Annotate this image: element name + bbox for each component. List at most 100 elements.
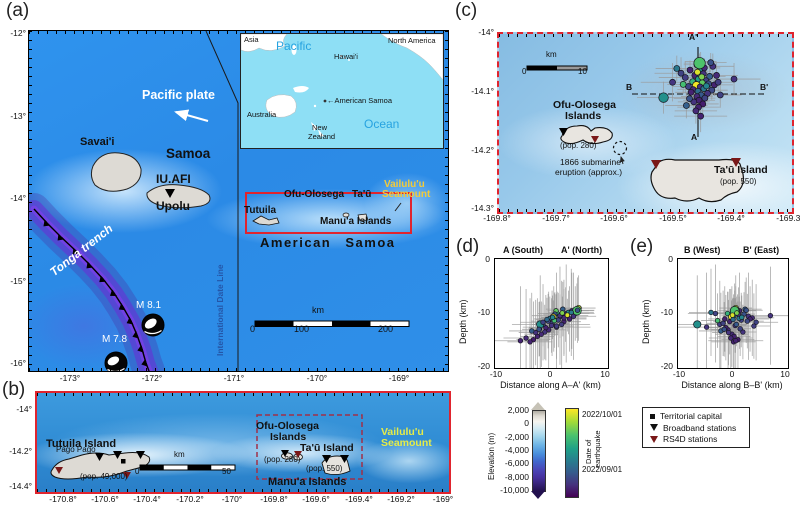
american-samoa-label: American Samoa bbox=[260, 235, 396, 250]
tick-label: -169.6° bbox=[302, 494, 330, 504]
panel-b-y-axis: -14° -14.2° -14.4° bbox=[0, 391, 32, 491]
american-samoa-dot bbox=[323, 99, 327, 103]
inset-new-zealand-label-line2: Zealand bbox=[308, 132, 336, 141]
panel-c-extent-box bbox=[256, 414, 363, 480]
scalebar-b-unit: km bbox=[174, 450, 185, 459]
inset-north-america-label: North America bbox=[388, 36, 436, 45]
panel-c-y-axis: -14° -14.1° -14.2° -14.3° bbox=[458, 27, 494, 213]
fiji-dot bbox=[313, 104, 317, 108]
scalebar-a-seg2 bbox=[332, 321, 371, 327]
panel-e-title-right: B' (East) bbox=[743, 245, 780, 255]
scalebar-a-100: 100 bbox=[294, 324, 310, 334]
eruption-label-line2: eruption (approx.) bbox=[555, 167, 623, 177]
ofu-population-label-b: (pop. 280) bbox=[264, 455, 301, 464]
tick-label: -173° bbox=[59, 373, 81, 383]
earthquake-epicenters bbox=[637, 51, 761, 133]
tau-shape-small bbox=[357, 213, 369, 222]
elevation-colorbar-top-cap bbox=[531, 402, 545, 410]
tick-label: -16° bbox=[10, 358, 26, 368]
tick-label: -10 bbox=[489, 369, 503, 379]
broadband-station-icon bbox=[559, 128, 568, 136]
manua-islands-label-a: Manu'a Islands bbox=[320, 216, 392, 227]
rs4d-station-icon bbox=[651, 160, 661, 169]
tick-label: -172° bbox=[141, 373, 163, 383]
scalebar-c-0: 0 bbox=[522, 67, 527, 76]
panel-d-title-right: A' (North) bbox=[561, 245, 603, 255]
hawaii-dot bbox=[348, 59, 350, 61]
cross-section-aa-scatter bbox=[495, 264, 597, 368]
broadband-station-icon bbox=[650, 424, 658, 431]
panel-c-label: (c) bbox=[455, 0, 478, 21]
broadband-station-icon bbox=[322, 455, 331, 463]
tick-label: 0 bbox=[668, 254, 673, 264]
hawaii-dot bbox=[344, 57, 346, 59]
rs4d-station-icon bbox=[650, 435, 658, 443]
elevation-colorbar bbox=[532, 410, 546, 492]
tick-label: -169.4° bbox=[345, 494, 373, 504]
panel-a-drawing bbox=[29, 31, 412, 371]
hypocenter-dots bbox=[517, 304, 582, 345]
tick-label: 0 bbox=[524, 418, 529, 428]
australia-landmass bbox=[265, 94, 297, 118]
tick-label: -170° bbox=[221, 494, 243, 504]
tick-label: -170° bbox=[306, 373, 328, 383]
ofu-olosega-label-a: Ofu-Olosega bbox=[284, 189, 345, 200]
scalebar-a-200: 200 bbox=[378, 324, 394, 334]
panel-a-y-axis: -12° -13° -14° -15° -16° bbox=[0, 28, 26, 370]
rs4d-station-icon bbox=[123, 472, 131, 479]
panel-e-y-axis: 0 -10 -20 bbox=[653, 254, 673, 371]
tick-label: 0 bbox=[485, 254, 490, 264]
tutuila-label-a: Tutuila bbox=[244, 205, 277, 216]
ofu-olosega-label-b-line2: Islands bbox=[270, 431, 307, 443]
seamount-pointer bbox=[394, 202, 402, 212]
section-b-prime-label: B' bbox=[760, 82, 769, 92]
ofu-olosega-label-c-line2: Islands bbox=[565, 110, 602, 122]
panel-a-x-axis: -173° -172° -171° -170° -169° bbox=[28, 373, 447, 383]
broadband-station-icon bbox=[165, 189, 175, 198]
ofu-olosega-label-b-line1: Ofu-Olosega bbox=[256, 420, 320, 432]
japan-landmass bbox=[291, 45, 297, 55]
tick-label: -14.2° bbox=[9, 446, 32, 456]
panel-a-label: (a) bbox=[6, 0, 30, 21]
international-date-line-label: International Date Line bbox=[215, 264, 225, 356]
broadband-station-icon bbox=[340, 455, 349, 463]
section-a-prime-label: A' bbox=[689, 32, 698, 42]
panel-a-ticks-bottom bbox=[29, 368, 448, 371]
scalebar-c-unit: km bbox=[546, 50, 557, 59]
panel-c-ticks-bottom bbox=[499, 209, 792, 212]
tick-label: 0 bbox=[729, 369, 735, 379]
section-a-label: A bbox=[691, 132, 698, 142]
territorial-capital-icon bbox=[121, 459, 126, 464]
scalebar-c-10: 10 bbox=[578, 67, 587, 76]
new-guinea-landmass bbox=[293, 86, 309, 93]
hypocenter-dots bbox=[658, 57, 738, 120]
panel-a-ticks-top bbox=[29, 31, 448, 34]
panel-a-ticks-left bbox=[29, 31, 32, 371]
panel-d-label: (d) bbox=[456, 236, 480, 257]
tau-island-label-b: Ta'ū Island bbox=[300, 442, 354, 454]
tick-label: 2,000 bbox=[507, 405, 529, 415]
panel-c-x-axis: -169.8° -169.7° -169.6° -169.5° -169.4° -169.… bbox=[483, 213, 800, 223]
hawaii-dot bbox=[340, 55, 342, 57]
inset-new-zealand-label-line1: New bbox=[312, 123, 328, 132]
tick-label: -169.7° bbox=[542, 213, 570, 223]
tau-population-label-b: (pop. 550) bbox=[306, 464, 343, 473]
tick-label: 10 bbox=[780, 369, 790, 379]
legend-row-territorial-capital: Territorial capital bbox=[650, 411, 749, 422]
panel-a-ticks-right bbox=[445, 31, 448, 371]
scalebar-b-seg2 bbox=[187, 465, 212, 470]
ofu-olosega-label-c-line1: Ofu-Olosega bbox=[553, 99, 617, 111]
tick-label: -14° bbox=[478, 27, 494, 37]
tick-label: -13° bbox=[10, 111, 26, 121]
panel-d-y-axis: 0 -10 -20 bbox=[470, 254, 490, 371]
tau-island-shape bbox=[650, 158, 744, 203]
tick-label: -170.6° bbox=[91, 494, 119, 504]
plate-motion-arrow bbox=[174, 109, 209, 122]
scalebar-a-unit: km bbox=[312, 305, 324, 315]
scalebar-b-seg1 bbox=[140, 465, 164, 470]
pacific-plate-label: Pacific plate bbox=[142, 88, 215, 102]
elevation-colorbar-bottom-cap bbox=[531, 491, 545, 499]
territorial-capital-icon bbox=[650, 413, 655, 419]
focal-mechanism-m78 bbox=[104, 351, 128, 371]
